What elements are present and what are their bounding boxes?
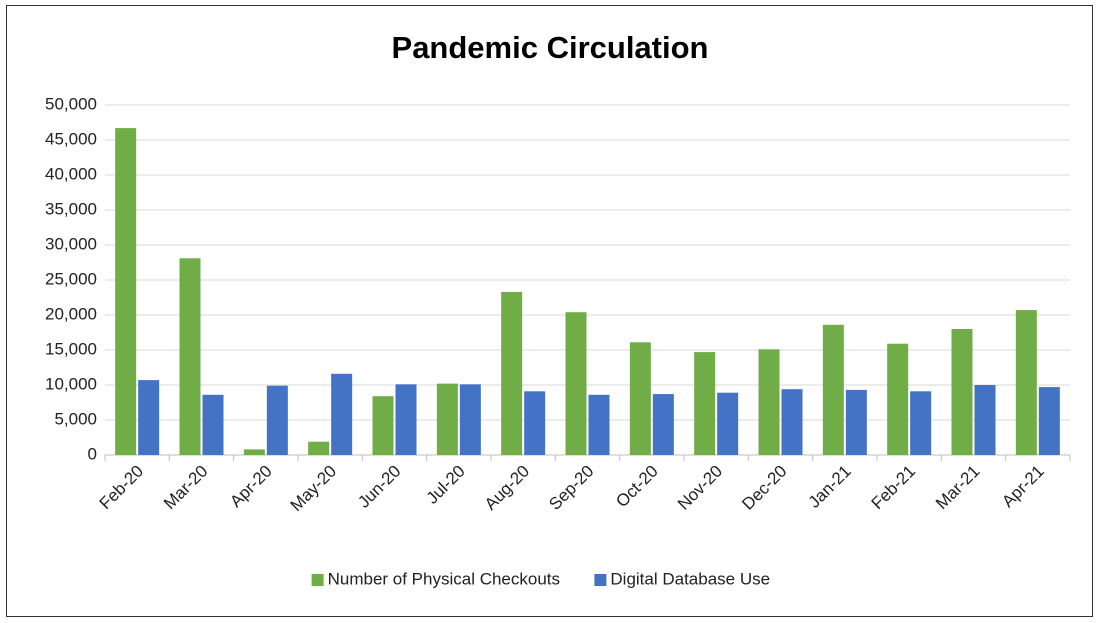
legend-label: Digital Database Use — [610, 569, 770, 588]
bar — [781, 389, 803, 455]
bar — [436, 383, 458, 455]
bar — [202, 394, 224, 455]
bar — [758, 349, 780, 455]
y-tick-label: 20,000 — [45, 304, 97, 323]
bar — [951, 329, 973, 455]
y-tick-label: 45,000 — [45, 129, 97, 148]
bar — [115, 128, 137, 455]
bar — [1015, 310, 1037, 455]
y-tick-label: 0 — [88, 444, 97, 463]
bar — [459, 384, 481, 455]
bar — [524, 391, 546, 455]
bar — [845, 389, 867, 455]
bar — [652, 394, 674, 455]
y-tick-label: 30,000 — [45, 234, 97, 253]
y-tick-label: 50,000 — [45, 94, 97, 113]
bar — [629, 342, 651, 455]
y-tick-label: 35,000 — [45, 199, 97, 218]
y-tick-label: 15,000 — [45, 339, 97, 358]
bar — [308, 441, 330, 455]
bar — [822, 324, 844, 455]
bar — [910, 391, 932, 455]
bar — [501, 291, 523, 455]
legend-swatch — [594, 574, 607, 586]
bar — [138, 380, 160, 455]
bar — [717, 392, 739, 455]
bar — [331, 373, 353, 455]
bar — [565, 312, 587, 455]
y-tick-label: 5,000 — [54, 409, 97, 428]
y-tick-label: 10,000 — [45, 374, 97, 393]
y-tick-label: 25,000 — [45, 269, 97, 288]
legend-swatch — [311, 574, 324, 586]
bar — [266, 385, 288, 455]
bar — [372, 396, 394, 455]
bar — [974, 385, 996, 455]
bar — [179, 258, 201, 455]
y-tick-label: 40,000 — [45, 164, 97, 183]
chart-title: Pandemic Circulation — [392, 30, 709, 65]
chart-border — [6, 5, 1093, 617]
bar — [243, 449, 265, 455]
bar — [1038, 387, 1060, 455]
legend-label: Number of Physical Checkouts — [328, 569, 560, 588]
bar — [395, 384, 417, 455]
bar — [887, 343, 909, 455]
bar — [694, 352, 716, 455]
bar — [588, 394, 610, 455]
